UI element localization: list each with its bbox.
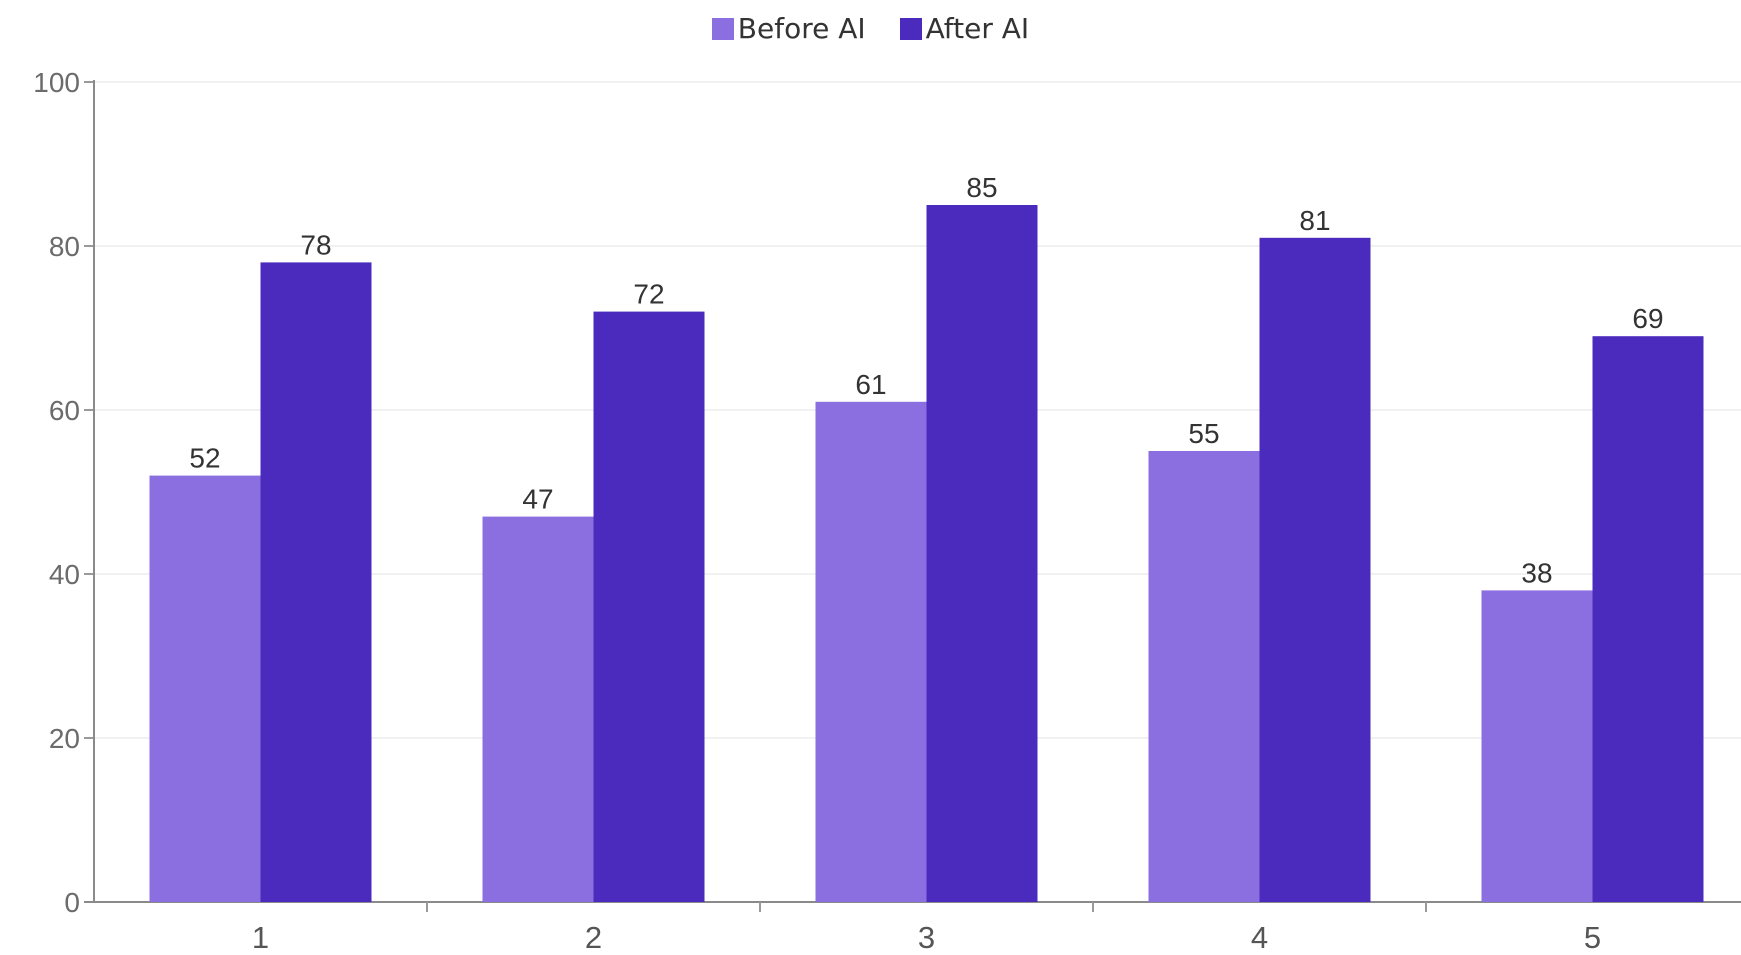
legend-swatch-before-ai xyxy=(711,17,734,40)
legend-item-after-ai[interactable]: After AI xyxy=(899,12,1030,45)
bar-after-ai xyxy=(1592,336,1704,902)
y-tick-label: 20 xyxy=(49,723,80,754)
data-label-after-ai: 69 xyxy=(1632,303,1663,334)
x-tick-label: 1 xyxy=(252,920,269,955)
legend-label-after-ai: After AI xyxy=(925,12,1030,45)
bar-before-ai xyxy=(149,475,261,902)
bar-before-ai xyxy=(1148,451,1260,902)
legend-item-before-ai[interactable]: Before AI xyxy=(711,12,866,45)
data-label-after-ai: 85 xyxy=(966,172,997,203)
x-tick-label: 5 xyxy=(1584,920,1601,955)
legend-swatch-after-ai xyxy=(899,17,922,40)
y-tick-label: 0 xyxy=(64,887,80,918)
x-tick-label: 3 xyxy=(918,920,935,955)
data-label-before-ai: 61 xyxy=(855,369,886,400)
data-label-before-ai: 55 xyxy=(1188,418,1219,449)
bar-after-ai xyxy=(926,205,1038,902)
x-tick-label: 4 xyxy=(1251,920,1268,955)
bar-after-ai xyxy=(260,262,372,902)
chart-legend: Before AI After AI xyxy=(0,12,1741,45)
legend-label-before-ai: Before AI xyxy=(737,12,866,45)
bar-after-ai xyxy=(1259,237,1371,903)
x-tick-label: 2 xyxy=(585,920,602,955)
bar-before-ai xyxy=(1481,590,1593,902)
y-tick-label: 100 xyxy=(33,67,80,98)
bar-after-ai xyxy=(593,311,705,903)
bar-before-ai xyxy=(482,516,594,902)
data-label-before-ai: 52 xyxy=(189,443,220,474)
data-label-before-ai: 38 xyxy=(1521,557,1552,588)
y-tick-label: 60 xyxy=(49,395,80,426)
data-label-after-ai: 78 xyxy=(300,229,331,260)
data-label-before-ai: 47 xyxy=(522,484,553,515)
data-label-after-ai: 72 xyxy=(633,279,664,310)
y-tick-label: 40 xyxy=(49,559,80,590)
data-label-after-ai: 81 xyxy=(1299,205,1330,236)
y-tick-label: 80 xyxy=(49,231,80,262)
bar-before-ai xyxy=(815,401,927,902)
